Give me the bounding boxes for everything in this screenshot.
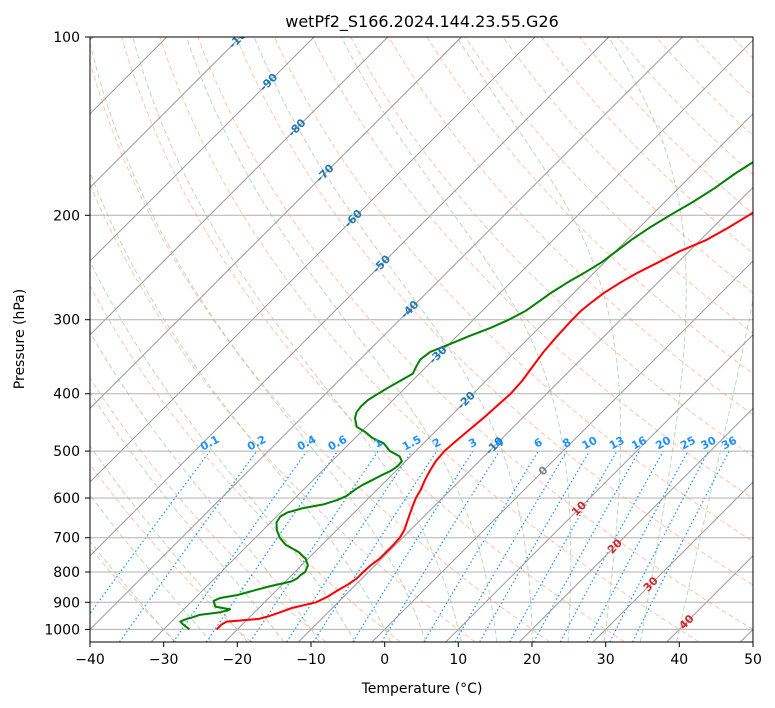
dry-adiabat-line <box>90 376 327 642</box>
dry-adiabat-line <box>90 182 476 642</box>
moist-adiabat-line <box>253 37 533 642</box>
mixing-ratio-label: 20 <box>653 434 673 453</box>
mixing-ratio-line <box>559 450 664 642</box>
isotherm-line <box>371 260 753 642</box>
mixing-ratio-line <box>205 450 338 642</box>
x-tick-label: 20 <box>523 652 541 668</box>
moist-adiabat-line <box>132 37 462 642</box>
mixing-ratio-line <box>90 450 211 615</box>
dry-adiabat-line <box>197 37 753 630</box>
mixing-ratio-line <box>352 450 474 642</box>
x-axis-label: Temperature (°C) <box>361 681 483 697</box>
y-tick-label: 1000 <box>44 622 80 638</box>
y-axis-ticks: 100 200 300 400 500 600 700 800 900 1000 <box>44 30 90 638</box>
dewpoint-profile-line <box>179 160 753 631</box>
isotherms <box>90 37 753 642</box>
mixing-ratio-line <box>286 450 413 642</box>
isotherm-line <box>90 37 683 631</box>
moist-adiabat-line <box>90 40 427 642</box>
moist-adiabat-line <box>90 330 320 642</box>
dry-adiabat-line <box>159 37 700 642</box>
dry-adiabat-line <box>90 463 252 642</box>
mixing-ratio-line <box>632 450 730 642</box>
y-tick-label: 400 <box>53 387 80 403</box>
plot-area: -100-90-80-70-60-50-40-30-20-10010203040… <box>90 37 753 642</box>
mixing-ratio-label: 25 <box>678 434 698 453</box>
moist-adiabats <box>90 37 753 642</box>
moist-adiabat-line <box>90 260 356 642</box>
y-tick-label: 300 <box>53 313 80 329</box>
mixing-ratio-label: 16 <box>629 434 649 453</box>
moist-adiabat-line <box>90 445 248 642</box>
x-tick-label: 30 <box>597 652 615 668</box>
y-tick-label: 600 <box>53 491 80 507</box>
x-tick-label: 10 <box>449 652 467 668</box>
isotherm-line <box>150 39 753 642</box>
moist-adiabat-line <box>340 37 572 642</box>
dry-adiabat-line <box>90 60 551 642</box>
isotherm-line <box>224 113 753 642</box>
mixing-ratio-line <box>533 450 640 642</box>
x-tick-label: 40 <box>670 652 688 668</box>
y-tick-label: 500 <box>53 444 80 460</box>
dry-adiabat-line <box>311 37 753 500</box>
y-tick-label: 700 <box>53 531 80 547</box>
x-tick-label: −30 <box>149 652 179 668</box>
x-tick-label: 50 <box>744 652 762 668</box>
dry-adiabat-line <box>121 37 625 642</box>
x-tick-label: −40 <box>75 652 105 668</box>
x-tick-label: 0 <box>380 652 389 668</box>
y-tick-label: 100 <box>53 30 80 46</box>
moist-adiabat-line <box>186 37 498 642</box>
mixing-ratio-line <box>509 450 618 642</box>
chart-title: wetPf2_S166.2024.144.23.55.G26 <box>285 12 559 32</box>
moist-adiabat-line <box>676 296 753 642</box>
dry-adiabat-line <box>90 546 177 642</box>
mixing-ratio-line <box>119 450 258 642</box>
temperature-profile-line <box>215 211 753 631</box>
plot-frame <box>89 36 754 643</box>
dry-adiabat-line <box>388 37 753 416</box>
y-tick-label: 900 <box>53 595 80 611</box>
dry-adiabat-line <box>502 37 753 294</box>
moist-adiabat-line <box>90 171 391 642</box>
x-axis-ticks: −40 −30 −20 −10 0 10 20 30 40 50 <box>75 642 762 668</box>
dry-adiabat-line <box>426 37 753 375</box>
isotherm-line <box>90 37 315 262</box>
dry-adiabat-line <box>235 37 753 586</box>
isotherm-line <box>90 37 536 483</box>
y-axis-label: Pressure (hPa) <box>12 289 28 389</box>
isotherm-line <box>90 37 389 336</box>
x-tick-label: −20 <box>223 652 253 668</box>
mixing-ratio-line <box>312 450 438 642</box>
isotherm-line <box>298 186 753 642</box>
mixing-ratio-label: 36 <box>719 434 739 453</box>
isotherm-line <box>592 481 753 642</box>
isotherm-line <box>519 407 753 642</box>
mixing-ratio-label: 13 <box>607 434 627 453</box>
isotherm-line <box>90 37 462 410</box>
x-tick-label: −10 <box>296 652 326 668</box>
pressure-gridlines <box>90 37 753 630</box>
y-tick-label: 200 <box>53 208 80 224</box>
mixing-ratio-label: 30 <box>699 434 719 453</box>
mixing-ratio-line <box>381 450 501 642</box>
isotherm-line <box>90 37 241 189</box>
mixing-ratio-label: 10 <box>580 434 600 453</box>
isotherm-line <box>90 37 610 557</box>
y-tick-label: 800 <box>53 565 80 581</box>
isotherm-line <box>445 334 753 642</box>
moist-adiabat-line <box>608 37 687 642</box>
profile-series <box>179 160 753 631</box>
